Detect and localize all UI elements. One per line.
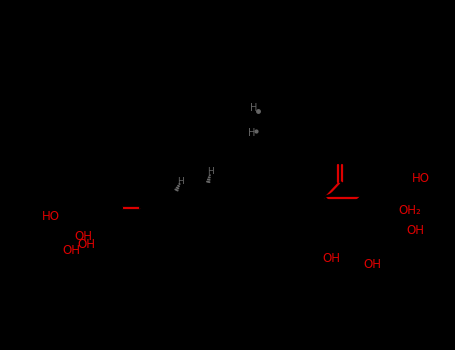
Text: OH₂: OH₂ <box>398 203 421 217</box>
Text: OH: OH <box>322 252 340 265</box>
Polygon shape <box>140 193 152 208</box>
Text: OH: OH <box>74 230 92 243</box>
Polygon shape <box>336 212 342 229</box>
Text: OH: OH <box>406 224 424 237</box>
Text: HO: HO <box>412 172 430 184</box>
Text: H: H <box>250 103 258 113</box>
Text: H: H <box>207 168 213 176</box>
Text: H: H <box>248 128 255 138</box>
Polygon shape <box>96 218 108 233</box>
Text: OH: OH <box>363 258 381 271</box>
Text: OH: OH <box>62 244 80 257</box>
Polygon shape <box>378 207 394 213</box>
Polygon shape <box>370 244 378 261</box>
Text: H: H <box>177 177 183 187</box>
Text: HO: HO <box>42 210 60 223</box>
Text: OH: OH <box>77 238 95 251</box>
